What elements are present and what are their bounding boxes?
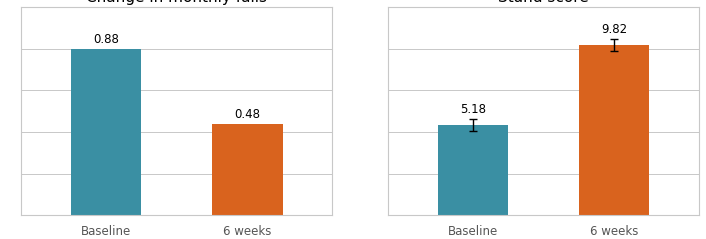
Title: Change in Modified 30s Sit to
Stand score: Change in Modified 30s Sit to Stand scor… — [431, 0, 656, 5]
Bar — [579, 45, 650, 215]
Bar — [71, 49, 141, 215]
Text: 5.18: 5.18 — [460, 103, 486, 116]
Bar — [438, 125, 508, 215]
Bar — [212, 124, 282, 215]
Text: 0.88: 0.88 — [93, 33, 119, 46]
Title: Change in monthly falls: Change in monthly falls — [86, 0, 267, 5]
Text: 0.48: 0.48 — [234, 108, 261, 121]
Text: 9.82: 9.82 — [601, 23, 627, 36]
